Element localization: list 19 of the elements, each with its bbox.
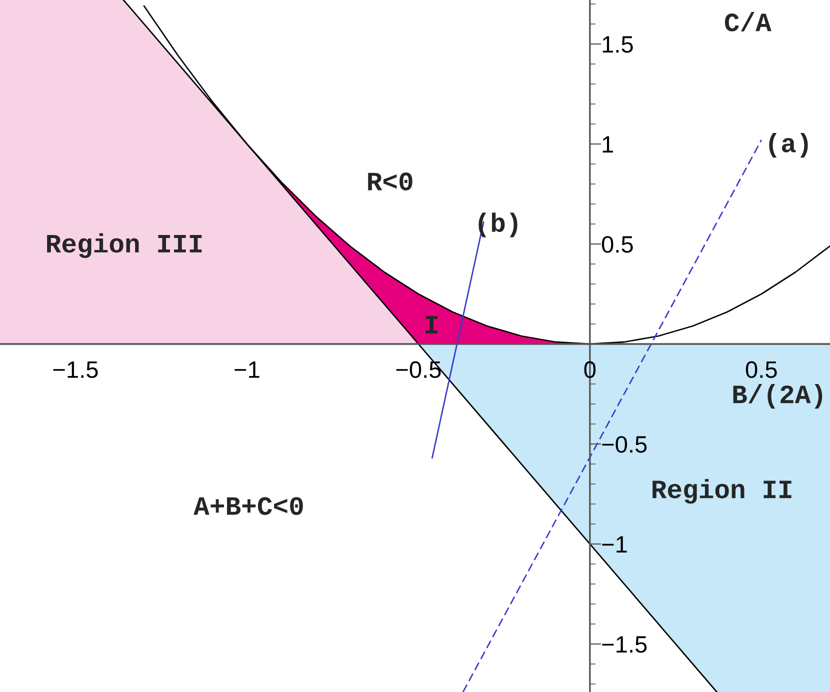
x-tick-label: −1 [234,362,260,378]
y-tick-label: 0.5 [602,236,633,253]
y-tick-label: −0.5 [602,436,647,453]
y-tick-label: −1.5 [602,636,647,653]
annotation: Region II [652,478,792,504]
x-tick-label: 0.5 [746,361,777,378]
annotation: (b) [478,212,518,238]
x-tick-label: −1.5 [53,362,98,378]
annotation: A+B+C<0 [194,497,303,516]
annotation: Region III [47,233,202,258]
y-tick-label: 1.5 [602,36,633,53]
x-axis-title: B/(2A) [733,384,822,409]
annotation: R<0 [368,172,412,190]
annotation: (a) [769,133,808,158]
annotation: I [426,316,438,334]
y-tick-label: 1 [602,136,614,153]
y-axis-title: C/A [724,12,772,32]
x-tick-label: −0.5 [396,361,441,378]
y-tick-label: −1 [602,536,627,553]
